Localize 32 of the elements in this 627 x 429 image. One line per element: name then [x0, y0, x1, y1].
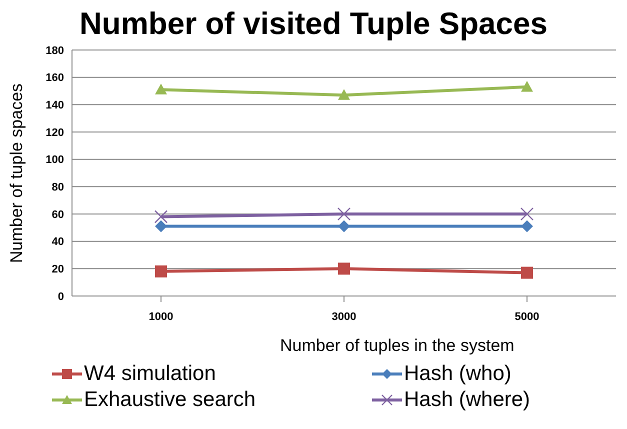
y-tick-label: 60 — [52, 208, 64, 221]
point — [155, 84, 167, 94]
x-axis-title: Number of tuples in the system — [279, 336, 516, 357]
y-tick-label: 40 — [52, 236, 64, 248]
y-tick-label: 100 — [46, 154, 64, 166]
point — [155, 265, 167, 278]
y-tick-label: 140 — [46, 100, 64, 112]
point — [338, 220, 350, 232]
y-tick-label: 180 — [46, 44, 64, 57]
point — [338, 262, 350, 275]
point — [520, 207, 534, 221]
point — [521, 220, 533, 232]
x-tick-label: 1000 — [148, 310, 174, 323]
point — [521, 80, 533, 92]
legend-label: Exhaustive search — [84, 388, 256, 412]
point — [338, 89, 350, 100]
y-tick-label: 20 — [52, 264, 64, 276]
point — [155, 220, 167, 232]
point — [154, 210, 168, 224]
point — [521, 266, 533, 279]
chart-title: Number of visited Tuple Spaces — [78, 6, 548, 43]
y-tick-label: 80 — [52, 182, 64, 194]
x-tick-label: 5000 — [514, 310, 540, 323]
legend-label: W4 simulation — [84, 362, 216, 386]
legend-label: Hash (who) — [404, 362, 512, 386]
point — [337, 207, 351, 221]
y-axis-title: Number of tuple spaces — [7, 83, 26, 263]
x-tick-label: 3000 — [332, 310, 356, 323]
y-tick-label: 0 — [58, 290, 64, 303]
y-tick-label: 160 — [46, 72, 64, 84]
legend-label: Hash (where) — [404, 388, 530, 412]
y-tick-label: 120 — [46, 126, 64, 139]
